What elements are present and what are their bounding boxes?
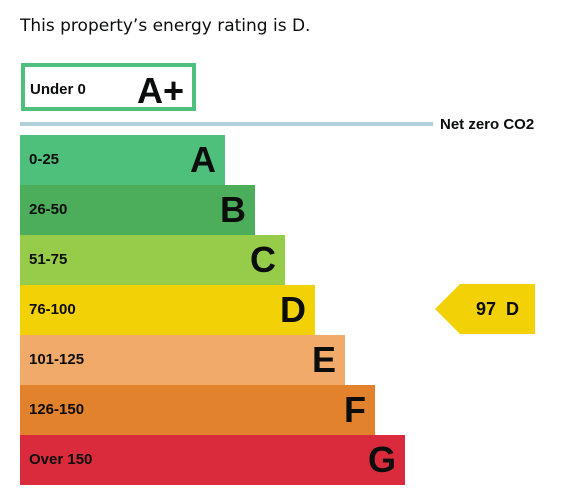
band-f-range: 126-150 — [29, 401, 85, 418]
band-b-letter: B — [220, 189, 246, 230]
band-a-plus-letter: A+ — [136, 70, 184, 111]
band-d-range: 76-100 — [29, 301, 76, 318]
band-b: 26-50 B — [20, 185, 255, 235]
band-a-letter: A — [190, 139, 216, 180]
band-f-letter: F — [344, 389, 366, 430]
band-a-plus-range: Under 0 — [30, 81, 86, 98]
current-rating-arrow: 97 D — [435, 284, 535, 334]
page-title: This property’s energy rating is D. — [20, 16, 311, 36]
band-e-letter: E — [311, 339, 336, 380]
band-a: 0-25 A — [20, 135, 225, 185]
band-a-plus: Under 0 A+ — [21, 63, 196, 111]
band-f: 126-150 F — [20, 385, 375, 435]
band-e-range: 101-125 — [29, 351, 85, 368]
net-zero-label: Net zero CO2 — [440, 116, 535, 133]
band-b-range: 26-50 — [29, 201, 68, 218]
arrow-shape — [435, 284, 535, 334]
band-d-letter: D — [280, 289, 306, 330]
band-d: 76-100 D — [20, 285, 315, 335]
band-g: Over 150 G — [20, 435, 405, 485]
band-a-range: 0-25 — [29, 151, 60, 168]
net-zero-divider — [20, 122, 433, 126]
band-e: 101-125 E — [20, 335, 345, 385]
band-c-range: 51-75 — [29, 251, 68, 268]
band-g-range: Over 150 — [29, 451, 93, 468]
band-c-letter: C — [250, 239, 276, 280]
band-g-letter: G — [367, 439, 396, 480]
current-rating-letter: D — [506, 298, 519, 319]
current-rating-score: 97 — [475, 298, 496, 319]
band-c: 51-75 C — [20, 235, 285, 285]
